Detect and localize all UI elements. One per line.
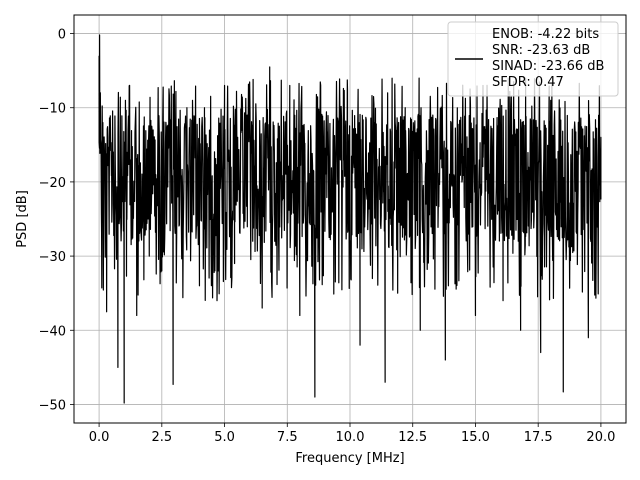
x-tick-label: 17.5 <box>524 430 553 445</box>
y-axis-ticks: 0 −10 −20 −30 −40 −50 <box>39 28 74 413</box>
x-tick-label: 5.0 <box>214 430 235 445</box>
legend-enob: ENOB: -4.22 bits <box>492 27 599 42</box>
legend-sfdr: SFDR: 0.47 <box>492 75 564 90</box>
x-tick-label: 0.0 <box>89 430 110 445</box>
y-axis-label: PSD [dB] <box>15 190 30 248</box>
x-tick-label: 2.5 <box>151 430 172 445</box>
legend-sinad: SINAD: -23.66 dB <box>492 59 604 74</box>
y-tick-label: −10 <box>39 102 66 117</box>
x-tick-label: 10.0 <box>336 430 365 445</box>
legend-snr: SNR: -23.63 dB <box>492 43 590 58</box>
x-tick-label: 7.5 <box>277 430 298 445</box>
x-tick-label: 12.5 <box>398 430 427 445</box>
x-axis-ticks: 0.0 2.5 5.0 7.5 10.0 12.5 15.0 17.5 20.0 <box>89 423 615 445</box>
legend: ENOB: -4.22 bits SNR: -23.63 dB SINAD: -… <box>447 21 619 97</box>
y-tick-label: −20 <box>39 176 66 191</box>
psd-series <box>98 34 602 404</box>
x-axis-label: Frequency [MHz] <box>295 451 404 466</box>
y-tick-label: −40 <box>39 324 66 339</box>
y-tick-label: −50 <box>39 398 66 413</box>
psd-trace <box>98 34 602 404</box>
x-tick-label: 15.0 <box>461 430 490 445</box>
y-tick-label: 0 <box>58 28 66 43</box>
y-tick-label: −30 <box>39 250 66 265</box>
x-tick-label: 20.0 <box>586 430 615 445</box>
legend-box <box>447 21 619 97</box>
